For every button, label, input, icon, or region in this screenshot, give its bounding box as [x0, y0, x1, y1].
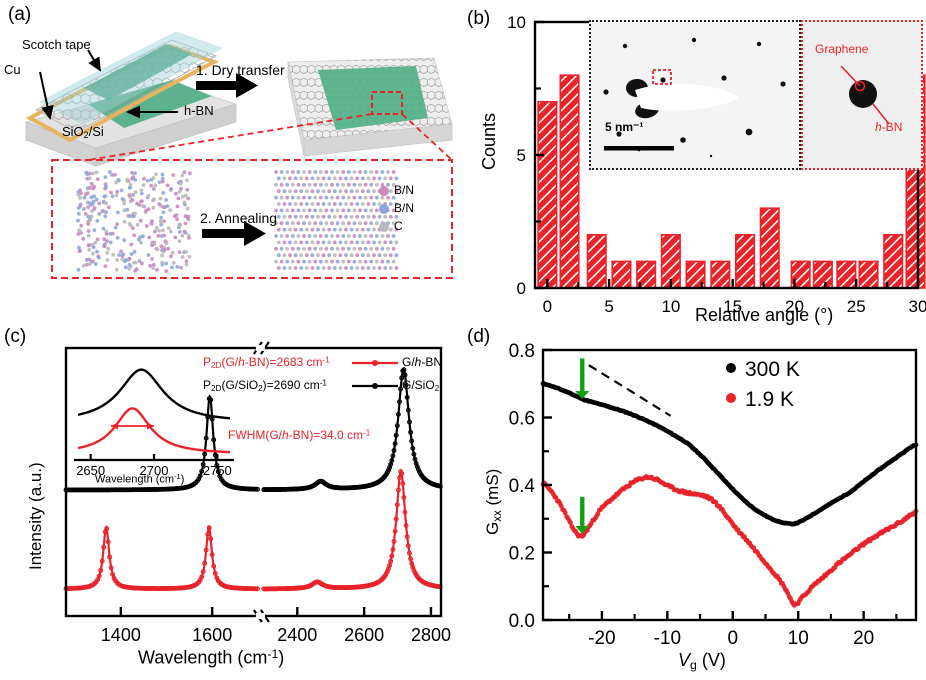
- svg-text:0.4: 0.4: [509, 476, 536, 497]
- svg-text:1600: 1600: [192, 625, 232, 645]
- svg-text:-10: -10: [654, 628, 681, 649]
- svg-text:0.6: 0.6: [509, 409, 535, 430]
- legend-label-g-hbn: G/h-BN: [402, 355, 443, 369]
- legend-dot-c: [379, 222, 389, 232]
- scalebar-label: 5 nm⁻¹: [605, 120, 644, 134]
- panel-d-chart: 0.0 0.2 0.4 0.6 0.8 -20 -10 0 10 20: [509, 341, 919, 649]
- svg-text:5: 5: [517, 146, 526, 165]
- step2-arrow: [202, 221, 266, 246]
- cu-leader: [39, 71, 54, 120]
- panel-d: (d) 0.0 0.2 0.4 0.6 0.8 -20 -10 0 10 20 300 K 1.9…: [463, 320, 926, 680]
- panel-c-ylabel: Intensity (a.u.): [26, 462, 45, 570]
- saed-inset-right: Graphene h-BN: [801, 20, 923, 170]
- svg-text:2400: 2400: [277, 625, 317, 645]
- p2d-hbn-annotation: P2D(G/h-BN)=2683 cm-1: [203, 355, 330, 371]
- svg-text:2650: 2650: [76, 463, 105, 478]
- legend-label-300k: 300 K: [745, 358, 800, 381]
- legend-dot-bn-pink: [379, 186, 389, 196]
- step1-arrow: [196, 73, 258, 98]
- svg-text:2600: 2600: [344, 625, 384, 645]
- panel-d-ylabel: Gxx (mS): [483, 468, 504, 535]
- panel-b-chart: 0 5 10 0 5 10 15 20 25 30: [507, 13, 926, 316]
- hbn-flake-substrate: [88, 80, 212, 128]
- legend-dot-bn-blue: [379, 204, 389, 214]
- panel-b-label: (b): [467, 8, 491, 29]
- panel-c-chart: 1400 1600 2400 2600 2800 2650 2700 2750: [63, 341, 451, 645]
- svg-text:0.0: 0.0: [509, 611, 535, 632]
- hbn-label: h-BN: [184, 103, 214, 118]
- legend-label-bn-pink: B/N: [394, 183, 415, 197]
- svg-text:10: 10: [788, 628, 809, 649]
- svg-text:20: 20: [785, 297, 804, 316]
- svg-text:20: 20: [853, 628, 874, 649]
- sio2-si-label: SiO2/Si: [62, 124, 104, 141]
- step1-label: 1. Dry transfer: [196, 62, 285, 78]
- svg-text:0: 0: [543, 297, 552, 316]
- panel-b-xlabel: Relative angle (°): [695, 305, 834, 325]
- panel-a-schematic: [24, 31, 453, 279]
- scotch-tape-layer: [39, 31, 223, 125]
- svg-text:0: 0: [727, 628, 738, 649]
- legend-label-19k: 1.9 K: [745, 388, 795, 411]
- panel-c-label: (c): [4, 326, 27, 347]
- lattice-disordered: [76, 170, 192, 273]
- svg-text:25: 25: [847, 297, 866, 316]
- graphene-inset-label: Graphene: [815, 42, 869, 56]
- saed-pattern: [591, 22, 799, 168]
- svg-text:1400: 1400: [101, 625, 141, 645]
- svg-text:0: 0: [517, 279, 526, 298]
- panel-b: (b) 0 5 10 0 5 10 15 20 25 30: [463, 0, 926, 330]
- p2d-sio2-annotation: P2D(G/SiO2)=2690 cm-1: [203, 378, 327, 394]
- zoom-marker-box: [371, 91, 403, 115]
- panel-c-xlabel: Wavelength (cm-1): [138, 647, 285, 668]
- svg-text:15: 15: [723, 297, 742, 316]
- svg-text:10: 10: [661, 297, 680, 316]
- svg-text:30: 30: [909, 297, 926, 316]
- legend-label-c: C: [394, 219, 403, 233]
- svg-text:2750: 2750: [203, 463, 232, 478]
- svg-text:10: 10: [507, 13, 526, 32]
- panel-b-ylabel: Counts: [479, 112, 499, 170]
- svg-text:0.2: 0.2: [509, 544, 535, 565]
- panel-d-xlabel: Vg (V): [678, 650, 726, 673]
- zoom-connector-left: [87, 113, 373, 161]
- scotch-tape-label: Scotch tape: [22, 37, 91, 52]
- panel-c: (c) 1400 1600 2400 2600 2800 2650 2700 2750 P2D…: [0, 320, 463, 680]
- saed-inset-left: 5 nm⁻¹: [589, 20, 801, 170]
- panel-c-inset-xlabel: Wavelength (cm-1): [95, 472, 185, 486]
- panel-a-label: (a): [8, 4, 32, 25]
- hbn-on-peel: [84, 44, 192, 100]
- cu-label: Cu: [4, 62, 21, 77]
- panel-d-label: (d): [467, 326, 491, 347]
- lattice-ordered: [274, 170, 399, 270]
- legend-label-bn-blue: B/N: [394, 201, 415, 215]
- zoom-connector-right: [401, 113, 453, 161]
- svg-text:-20: -20: [588, 628, 615, 649]
- svg-text:2700: 2700: [140, 463, 169, 478]
- fwhm-annotation: FWHM(G/h-BN)=34.0 cm-1: [228, 428, 371, 442]
- step2-label: 2. Annealing: [200, 210, 278, 226]
- scotch-tape-leader: [87, 49, 102, 72]
- svg-text:5: 5: [604, 297, 613, 316]
- legend-label-g-sio2: G/SiO2: [402, 378, 440, 394]
- hbn-inset-label: h-BN: [875, 120, 903, 134]
- zoom-panel-border: [51, 159, 453, 279]
- svg-text:0.8: 0.8: [509, 341, 535, 362]
- saed-zoom-spot: [803, 22, 921, 168]
- svg-text:2800: 2800: [411, 625, 451, 645]
- panel-a: (a): [0, 0, 463, 290]
